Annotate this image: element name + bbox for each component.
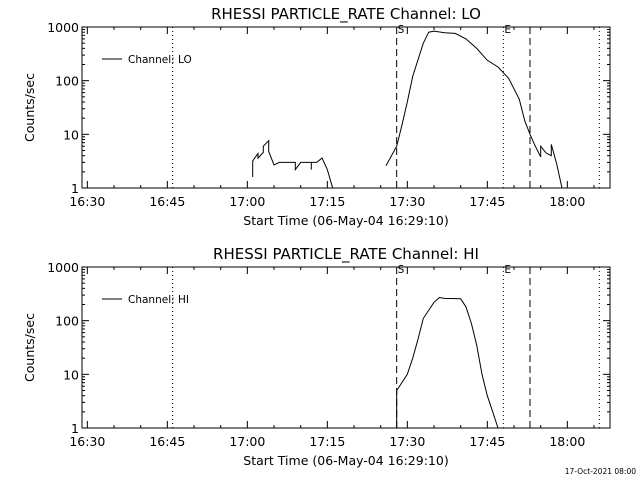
x-tick-label: 16:30 xyxy=(69,194,105,209)
chart-title: RHESSI PARTICLE_RATE Channel: LO xyxy=(211,5,481,24)
x-axis-label: Start Time (06-May-04 16:29:10) xyxy=(243,213,448,228)
interval-marker-label: S xyxy=(398,264,405,276)
x-tick-label: 17:15 xyxy=(309,434,345,449)
legend-entry: Channel: HI xyxy=(128,294,189,306)
y-axis-label: Counts/sec xyxy=(22,313,37,382)
legend-entry: Channel: LO xyxy=(128,54,192,66)
chart-title: RHESSI PARTICLE_RATE Channel: HI xyxy=(213,245,479,264)
y-tick-label: 1 xyxy=(71,421,79,436)
y-tick-label: 1000 xyxy=(47,260,79,275)
x-tick-label: 17:15 xyxy=(309,194,345,209)
lo-channel-panel: RHESSI PARTICLE_RATE Channel: LOS E16:30 1… xyxy=(22,5,611,228)
x-tick-label: 17:00 xyxy=(229,194,265,209)
x-tick-label: 17:45 xyxy=(469,434,505,449)
y-tick-label: 100 xyxy=(55,74,79,89)
y-axis-label: Counts/sec xyxy=(22,73,37,142)
x-tick-label: 18:00 xyxy=(549,434,585,449)
footer-date: 17-Oct-2021 08:00 xyxy=(565,467,636,476)
interval-marker-label: E xyxy=(504,264,511,276)
x-axis-label: Start Time (06-May-04 16:29:10) xyxy=(243,453,448,468)
x-tick-label: 16:45 xyxy=(149,434,185,449)
plot-frame xyxy=(81,26,611,189)
y-tick-label: 1000 xyxy=(47,20,79,35)
x-tick-label: 17:45 xyxy=(469,194,505,209)
series-line xyxy=(396,296,499,429)
series-line xyxy=(252,139,334,189)
hi-channel-panel: RHESSI PARTICLE_RATE Channel: HIS E16:30 1… xyxy=(22,245,611,468)
x-tick-label: 16:45 xyxy=(149,194,185,209)
x-tick-label: 17:30 xyxy=(389,194,425,209)
x-tick-label: 18:00 xyxy=(549,194,585,209)
x-tick-label: 17:30 xyxy=(389,434,425,449)
y-tick-label: 1 xyxy=(71,181,79,196)
series-line xyxy=(385,30,563,189)
y-tick-label: 10 xyxy=(63,127,79,142)
x-tick-label: 16:30 xyxy=(69,434,105,449)
y-tick-label: 100 xyxy=(55,314,79,329)
plot-frame xyxy=(81,266,611,429)
y-tick-label: 10 xyxy=(63,367,79,382)
x-tick-label: 17:00 xyxy=(229,434,265,449)
interval-marker-label: E xyxy=(504,24,511,36)
interval-marker-label: S xyxy=(398,24,405,36)
